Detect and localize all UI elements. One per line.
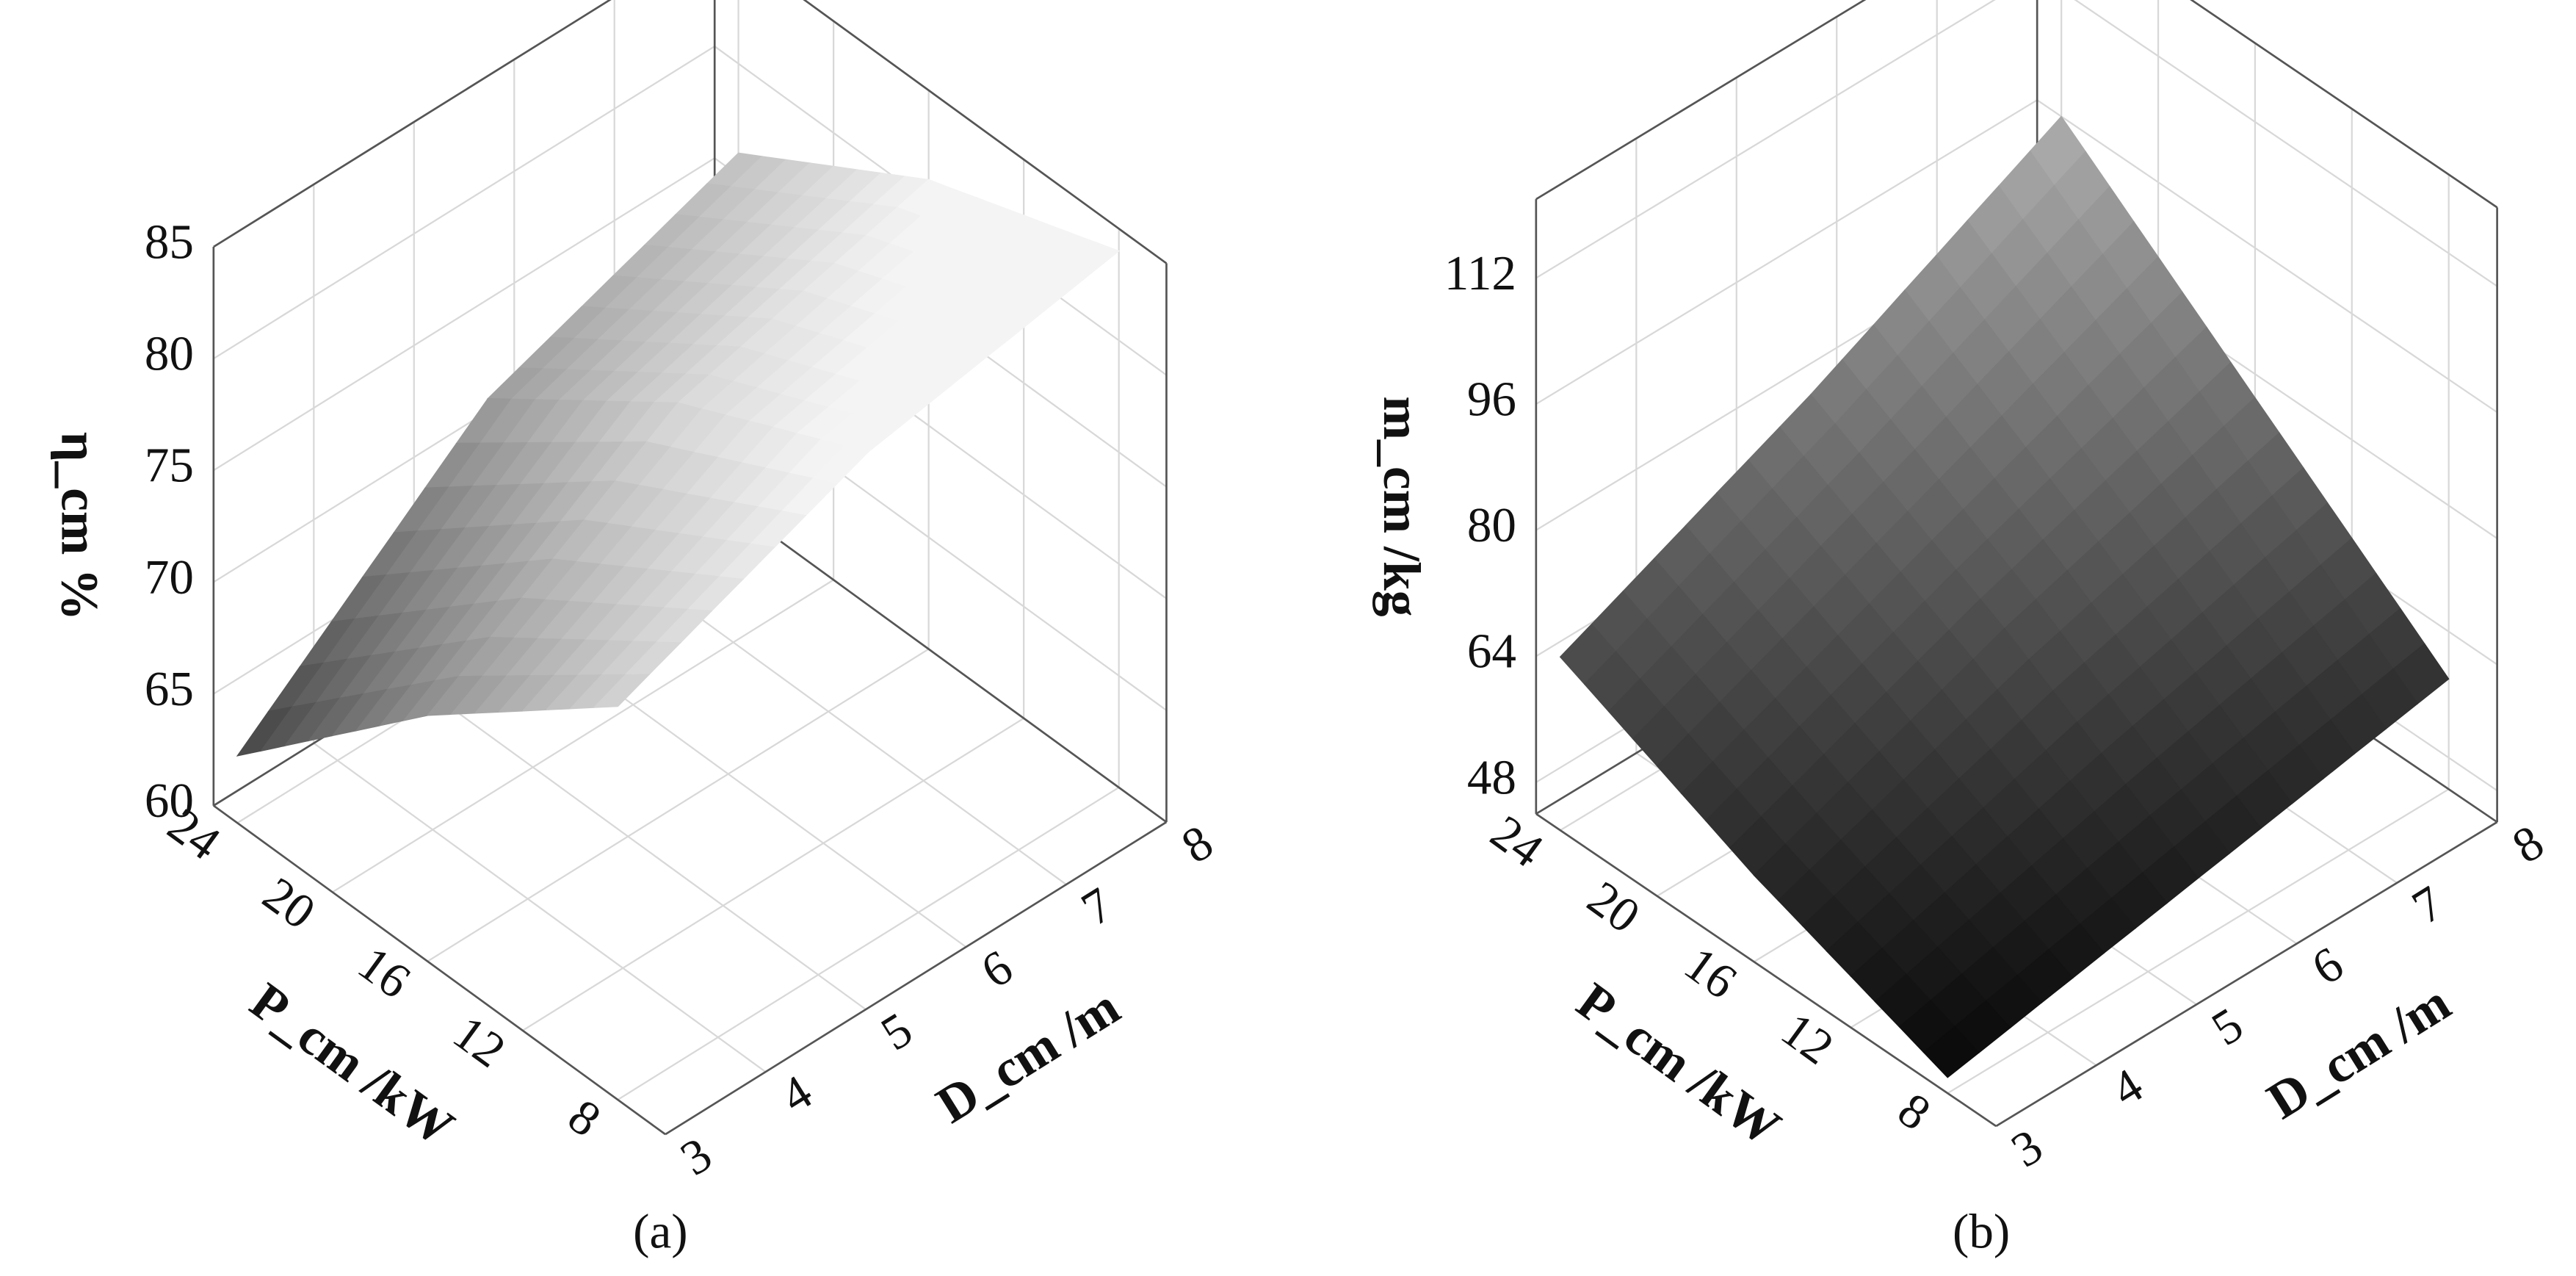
x-tick-label: 7 xyxy=(1072,876,1122,936)
x-tick-label: 4 xyxy=(771,1064,821,1123)
z-tick-label: 80 xyxy=(1467,497,1516,552)
z-tick-label: 85 xyxy=(145,214,194,269)
x-tick-label: 7 xyxy=(2403,875,2453,934)
x-tick-label: 3 xyxy=(2002,1118,2052,1178)
surface-patch xyxy=(593,674,651,708)
box-edge xyxy=(2190,0,2498,209)
x-axis-label: D_cm /m xyxy=(927,978,1129,1134)
box-edge xyxy=(1535,0,1867,201)
y-tick-label: 16 xyxy=(348,935,420,1009)
caption: (b) xyxy=(1953,1203,2010,1258)
x-axis-label: D_cm /m xyxy=(2257,973,2460,1130)
grid-line xyxy=(2074,0,2498,287)
grid-line xyxy=(522,717,1024,1031)
grid-line xyxy=(1947,788,2450,1095)
y-tick-label: 8 xyxy=(559,1089,611,1147)
z-axis-label: η_cm % xyxy=(50,432,108,621)
x-tick-label: 5 xyxy=(872,1001,922,1061)
y-tick-label: 20 xyxy=(253,866,325,940)
box-edge xyxy=(1995,821,2498,1128)
x-tick-label: 8 xyxy=(2503,814,2553,873)
box-edge xyxy=(714,492,1168,823)
grid-line xyxy=(213,0,612,248)
z-tick-label: 96 xyxy=(1467,371,1516,426)
y-tick-label: 20 xyxy=(1578,870,1650,943)
grid-line xyxy=(1535,99,2038,405)
grid-line xyxy=(332,579,834,893)
y-tick-label: 24 xyxy=(1481,804,1553,878)
x-tick-label: 5 xyxy=(2202,997,2252,1056)
z-tick-label: 60 xyxy=(145,773,194,828)
y-axis-label: P_cm /kW xyxy=(1566,972,1790,1157)
x-tick-label: 4 xyxy=(2102,1057,2152,1117)
z-tick-label: 112 xyxy=(1444,245,1516,300)
x-tick-label: 6 xyxy=(2302,936,2352,995)
box-edge xyxy=(213,0,612,248)
y-tick-label: 12 xyxy=(444,1005,515,1078)
z-tick-label: 75 xyxy=(145,438,194,493)
y-tick-label: 8 xyxy=(1888,1082,1940,1141)
x-tick-label: 8 xyxy=(1172,814,1222,873)
x-tick-label: 6 xyxy=(972,939,1021,998)
box-edge xyxy=(665,821,1168,1136)
grid-line xyxy=(617,787,1120,1100)
box-edge xyxy=(213,804,666,1136)
z-tick-label: 64 xyxy=(1467,624,1516,679)
grid-line xyxy=(413,680,866,1011)
box-edge xyxy=(1535,812,1997,1128)
y-axis-label: P_cm /kW xyxy=(240,972,464,1157)
z-tick-label: 80 xyxy=(145,326,194,381)
y-tick-label: 16 xyxy=(1675,936,1747,1009)
caption: (a) xyxy=(633,1203,687,1258)
grid-line xyxy=(213,46,715,360)
z-tick-label: 70 xyxy=(145,549,194,605)
box-edge xyxy=(803,0,1168,264)
grid-line xyxy=(213,157,715,472)
z-tick-label: 65 xyxy=(145,661,194,716)
z-tick-label: 48 xyxy=(1467,749,1516,804)
grid-line xyxy=(1535,0,1996,279)
surface-patch xyxy=(1922,1026,1980,1078)
grid-line xyxy=(427,648,930,962)
z-axis-label: m_cm /kg xyxy=(1372,396,1430,616)
grid-line xyxy=(313,742,767,1073)
x-tick-label: 3 xyxy=(671,1126,721,1186)
grid-line xyxy=(2036,99,2498,414)
y-tick-label: 12 xyxy=(1771,1001,1843,1075)
